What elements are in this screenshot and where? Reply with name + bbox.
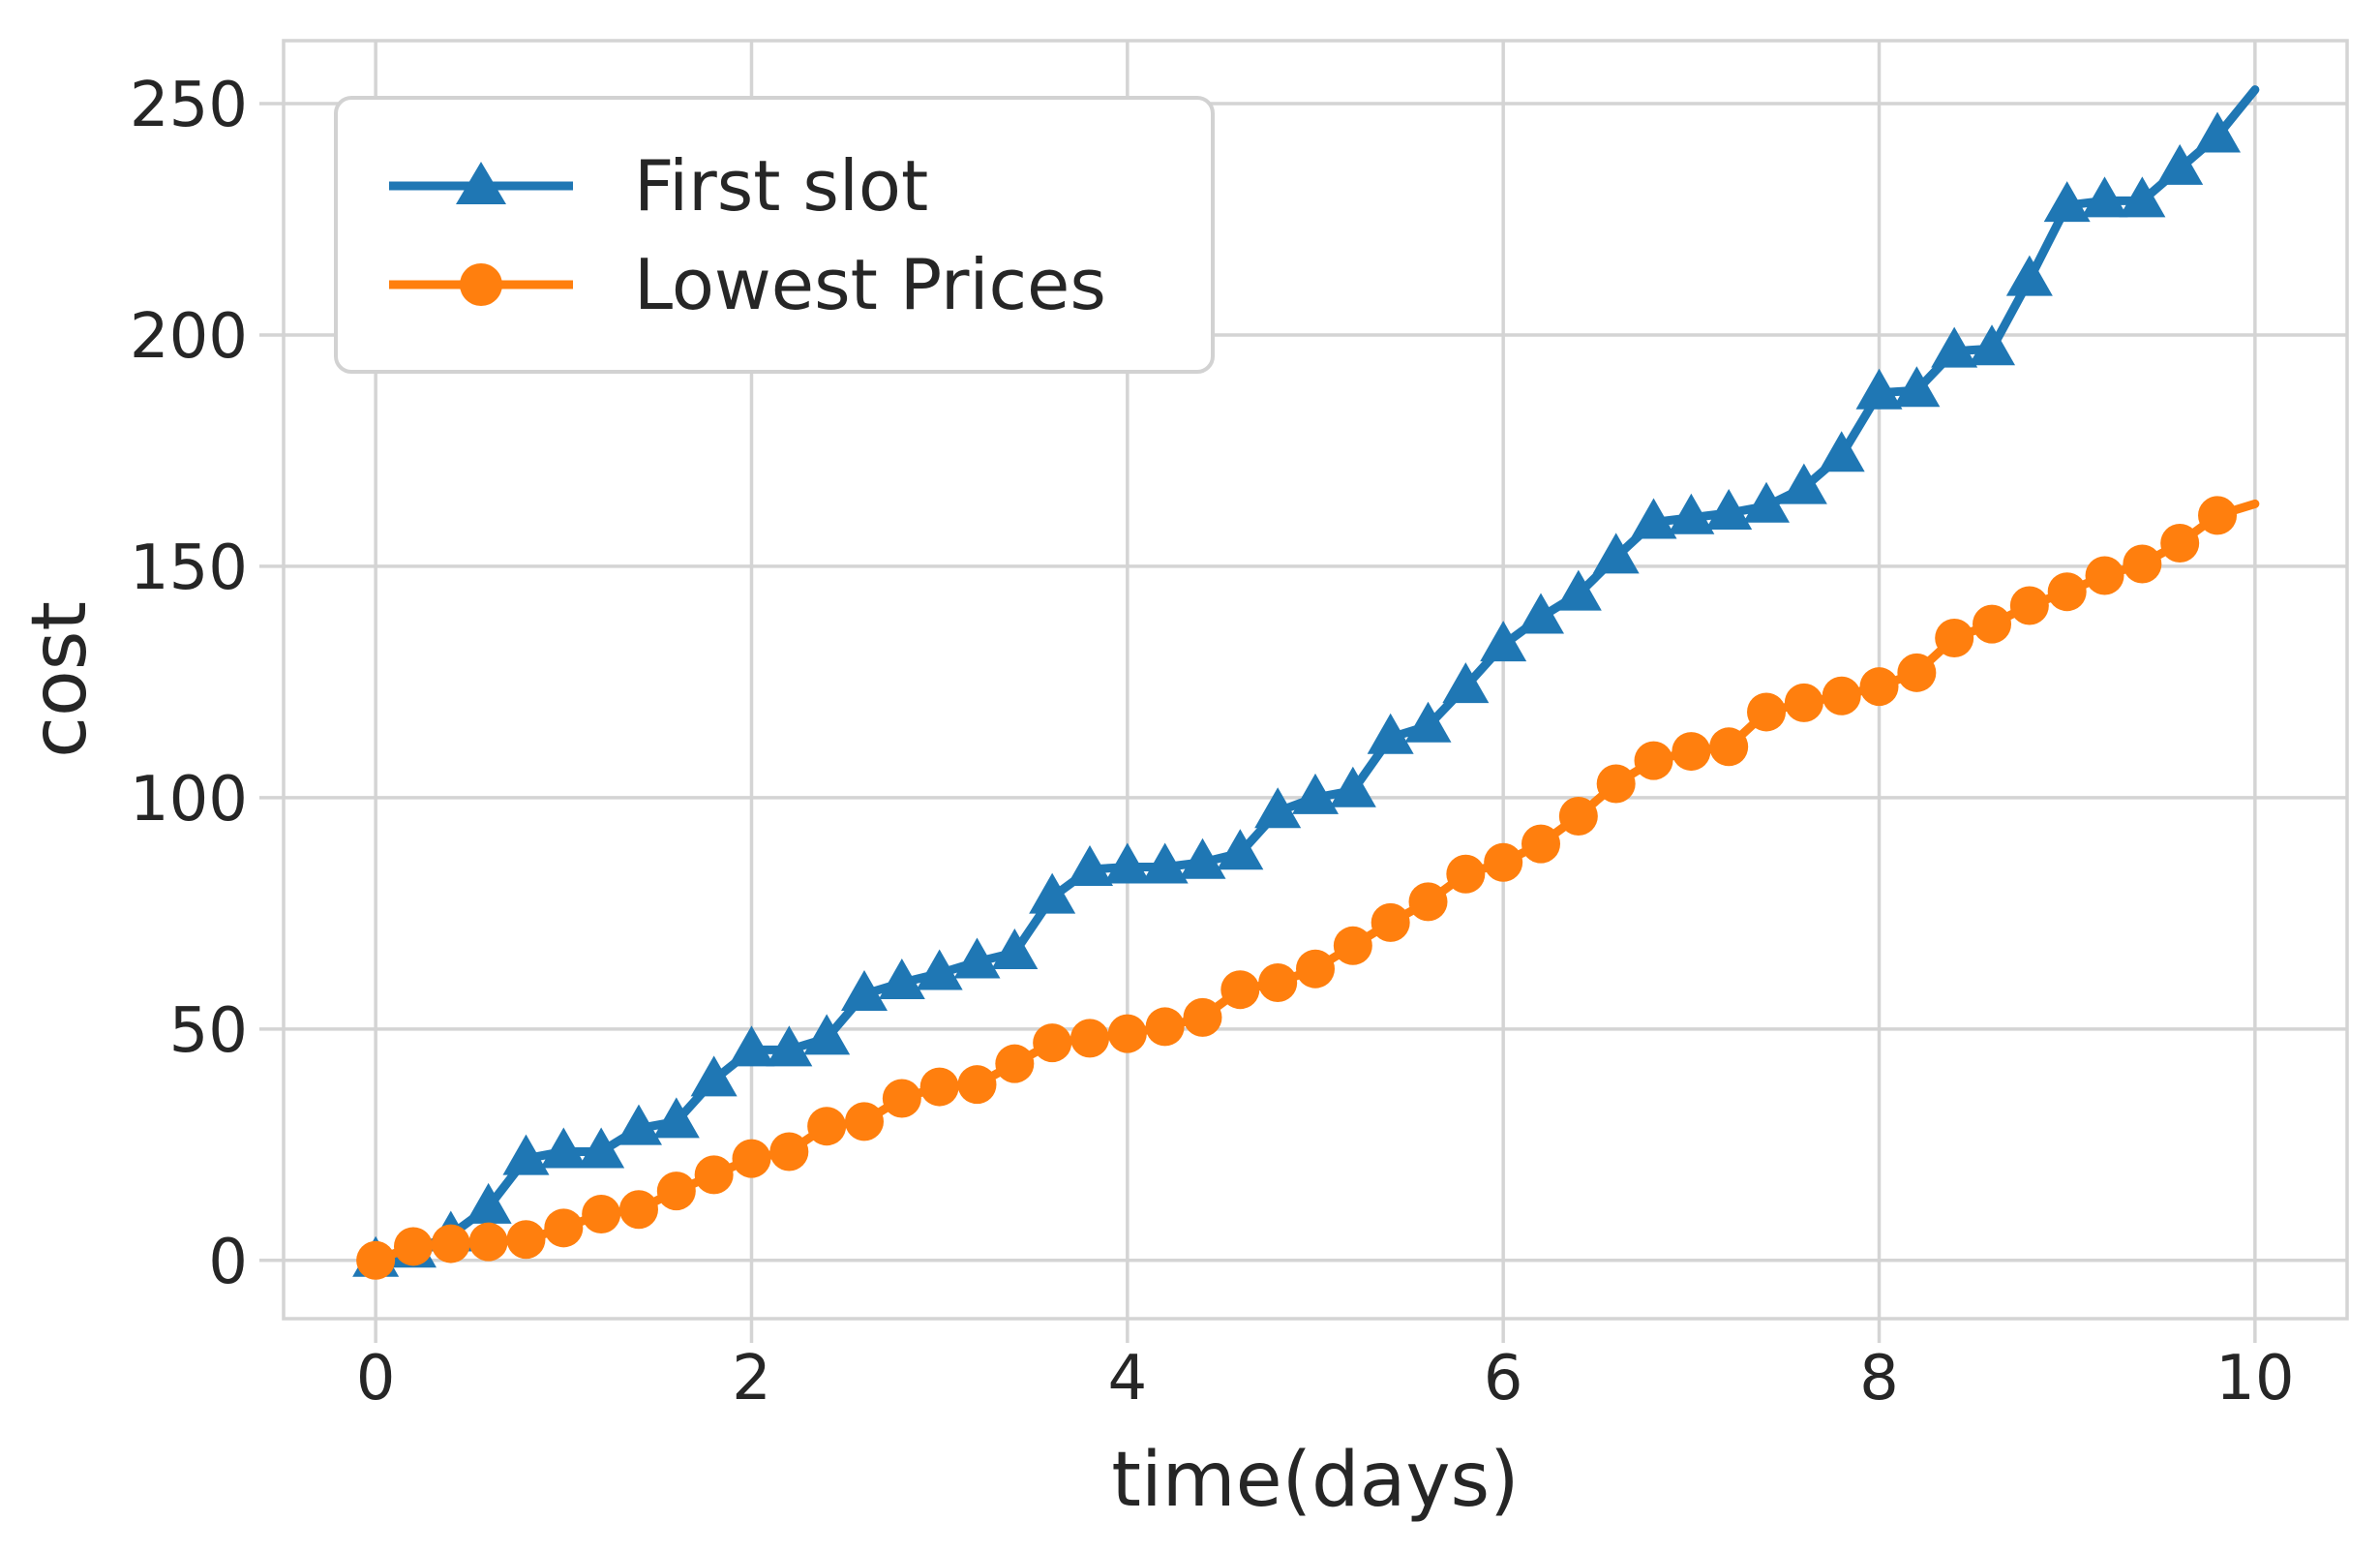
x-axis-title: time(days): [1111, 1437, 1520, 1524]
x-tick-label: 10: [2215, 1343, 2294, 1415]
axes-spines: [282, 39, 2349, 1321]
legend-circle-marker-icon: [389, 262, 573, 306]
y-tick-label: 100: [130, 764, 248, 836]
x-tick-label: 0: [356, 1343, 396, 1415]
legend-item-lowest-prices: Lowest Prices: [384, 250, 1211, 320]
series-line: [371, 499, 2260, 1265]
y-tick-label: 150: [130, 533, 248, 604]
y-axis-title: cost: [16, 601, 104, 758]
x-tick-label: 6: [1484, 1343, 1523, 1415]
series-markers: [352, 111, 2242, 1277]
series-markers: [356, 496, 2238, 1280]
y-tick-label: 250: [130, 70, 248, 141]
legend-item-first-slot: First slot: [384, 151, 1211, 221]
x-tick-label: 4: [1107, 1343, 1147, 1415]
y-tick-label: 50: [169, 995, 248, 1067]
legend-label-first-slot: First slot: [634, 144, 929, 227]
series-lowest-prices: [356, 496, 2260, 1280]
series-first-slot: [352, 85, 2260, 1277]
legend: First slot Lowest Prices: [334, 96, 1215, 374]
y-tick-label: 200: [130, 301, 248, 373]
legend-label-lowest-prices: Lowest Prices: [634, 243, 1106, 325]
x-tick-label: 8: [1859, 1343, 1899, 1415]
y-tick-label: 0: [208, 1227, 248, 1298]
x-tick-label: 2: [732, 1343, 771, 1415]
legend-triangle-marker-icon: [389, 161, 573, 204]
